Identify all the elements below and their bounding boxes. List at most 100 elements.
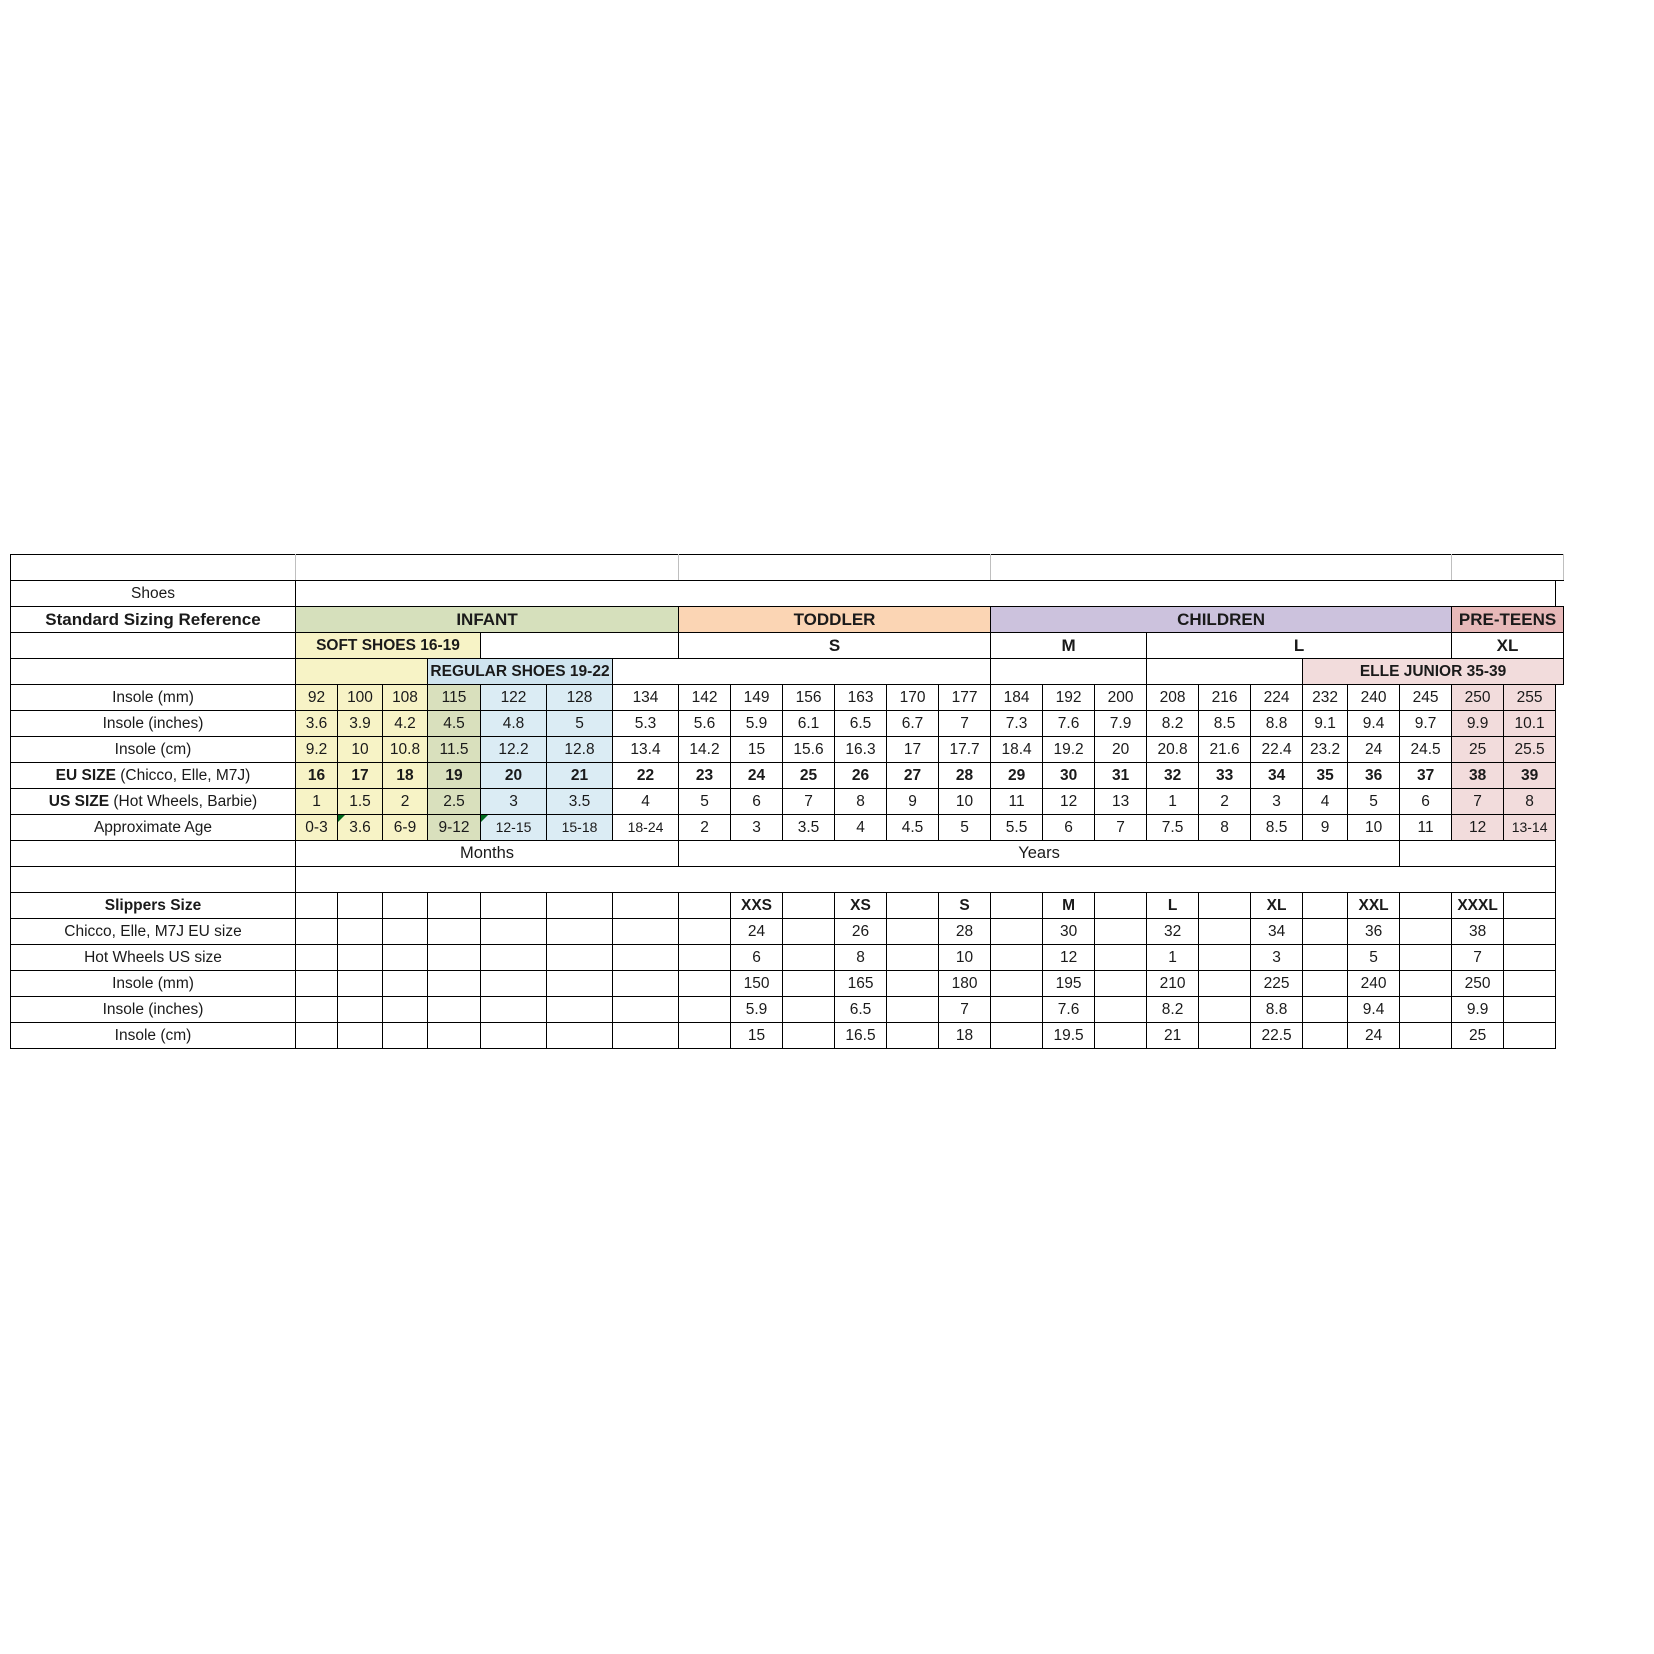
cell-us-size-10: 8 <box>834 788 888 815</box>
slippers-empty-7 <box>678 944 732 971</box>
cell-eu-size-0: 16 <box>295 762 338 789</box>
slippers-empty-5 <box>546 918 613 945</box>
cell-insole-inches--10: 6.5 <box>834 710 888 737</box>
slippers-empty-6 <box>611 892 680 919</box>
cell-insole-cm--5: 12.8 <box>546 736 613 763</box>
shoe-band-empty-3 <box>990 658 1148 685</box>
slippers-empty-5 <box>546 996 613 1023</box>
slippers-empty-7 <box>678 1022 732 1049</box>
slippers-empty-1 <box>337 944 383 971</box>
cell-approximate-age-4: 12-15 <box>480 814 547 841</box>
cell-approximate-age-10: 4 <box>834 814 888 841</box>
cell-us-size-16: 1 <box>1146 788 1200 815</box>
cell-approximate-age-6: 18-24 <box>611 814 680 841</box>
cell-insole-mm--18: 224 <box>1250 684 1304 711</box>
slippers-insole-mm--5: 225 <box>1250 970 1304 997</box>
slippers-size-header-3: M <box>1042 892 1096 919</box>
cell-insole-inches--8: 5.9 <box>730 710 784 737</box>
spacer-label <box>10 866 296 893</box>
ruler-seg-0 <box>294 554 680 581</box>
slippers-empty-23 <box>1503 1022 1557 1049</box>
cell-insole-cm--10: 16.3 <box>834 736 888 763</box>
cell-us-size-0: 1 <box>295 788 338 815</box>
data-row-insole-inches-: Insole (inches) 3.6 3.9 4.2 4.5 4.8 5 5.3 5.6 5.9… <box>10 710 1564 737</box>
slippers-row-label: Insole (mm) <box>10 970 296 997</box>
slippers-empty-6 <box>611 1022 680 1049</box>
slippers-empty-3 <box>427 1022 481 1049</box>
cell-approximate-age-16: 7.5 <box>1146 814 1200 841</box>
shoe-band-row: REGULAR SHOES 19-22 ELLE JUNIOR 35-39 <box>10 658 1564 685</box>
slippers-insole-inches-: Insole (inches) 5.9 6.5 7 7.6 8.2 8.8 9.4 9.9 <box>10 996 1564 1023</box>
slippers-empty-2 <box>382 944 428 971</box>
cell-eu-size-12: 28 <box>938 762 992 789</box>
sizing-table: Shoes Standard Sizing Reference INFANT TODD… <box>10 554 1564 1049</box>
cell-us-size-5: 3.5 <box>546 788 613 815</box>
slippers-empty-1 <box>337 970 383 997</box>
slippers-row-label: Insole (inches) <box>10 996 296 1023</box>
slippers-empty-4 <box>480 892 547 919</box>
cell-insole-cm--4: 12.2 <box>480 736 547 763</box>
shoe-band-label-spacer <box>10 658 296 685</box>
cell-eu-size-8: 24 <box>730 762 784 789</box>
slippers-empty-5 <box>546 892 613 919</box>
row-label: Insole (cm) <box>10 736 296 763</box>
cell-us-size-8: 6 <box>730 788 784 815</box>
cell-insole-inches--21: 9.7 <box>1399 710 1453 737</box>
slippers-empty-15 <box>1094 996 1148 1023</box>
slippers-empty-9 <box>782 892 836 919</box>
cell-insole-cm--0: 9.2 <box>295 736 338 763</box>
slippers-chicco-elle-m7j-eu-size-6: 36 <box>1347 918 1401 945</box>
cell-insole-inches--22: 9.9 <box>1451 710 1505 737</box>
slippers-insole-mm--0: 150 <box>730 970 784 997</box>
slippers-empty-3 <box>427 996 481 1023</box>
slippers-hot-wheels-us-size-3: 12 <box>1042 944 1096 971</box>
cell-approximate-age-23: 13-14 <box>1503 814 1557 841</box>
age-group-infant: INFANT <box>294 606 680 633</box>
cell-insole-inches--18: 8.8 <box>1250 710 1304 737</box>
cell-insole-cm--2: 10.8 <box>382 736 428 763</box>
slippers-insole-inches--4: 8.2 <box>1146 996 1200 1023</box>
slippers-empty-2 <box>382 970 428 997</box>
slippers-insole-cm--2: 18 <box>938 1022 992 1049</box>
slippers-insole-cm--1: 16.5 <box>834 1022 888 1049</box>
cell-insole-inches--5: 5 <box>546 710 613 737</box>
slippers-empty-23 <box>1503 970 1557 997</box>
slippers-empty-0 <box>295 944 338 971</box>
cell-us-size-1: 1.5 <box>337 788 383 815</box>
shoe-band-empty-2 <box>611 658 992 685</box>
slippers-empty-15 <box>1094 918 1148 945</box>
slippers-size-header-0: XXS <box>730 892 784 919</box>
slippers-insole-mm--4: 210 <box>1146 970 1200 997</box>
cell-insole-mm--22: 250 <box>1451 684 1505 711</box>
data-row-eu-size: EU SIZE (Chicco, Elle, M7J) 16 17 18 19 20 21 2… <box>10 762 1564 789</box>
cell-eu-size-23: 39 <box>1503 762 1557 789</box>
slippers-empty-21 <box>1399 996 1453 1023</box>
slippers-empty-9 <box>782 996 836 1023</box>
ruler-label-col <box>10 554 296 581</box>
shoe-band-empty-4 <box>1146 658 1304 685</box>
slippers-empty-2 <box>382 996 428 1023</box>
slippers-empty-11 <box>886 892 940 919</box>
cell-insole-cm--14: 19.2 <box>1042 736 1096 763</box>
slippers-empty-21 <box>1399 944 1453 971</box>
cell-insole-inches--0: 3.6 <box>295 710 338 737</box>
cell-insole-inches--7: 5.6 <box>678 710 732 737</box>
slippers-empty-11 <box>886 970 940 997</box>
age-group-row: Standard Sizing Reference INFANT TODDLER CH… <box>10 606 1564 633</box>
slippers-empty-23 <box>1503 996 1557 1023</box>
cell-insole-inches--13: 7.3 <box>990 710 1044 737</box>
slippers-empty-15 <box>1094 1022 1148 1049</box>
sheet-title: Shoes <box>10 580 296 607</box>
cell-us-size-4: 3 <box>480 788 547 815</box>
slippers-hot-wheels-us-size-5: 3 <box>1250 944 1304 971</box>
cell-approximate-age-1: 3.6 <box>337 814 383 841</box>
slippers-insole-inches--1: 6.5 <box>834 996 888 1023</box>
slippers-empty-21 <box>1399 1022 1453 1049</box>
row-label: EU SIZE (Chicco, Elle, M7J) <box>10 762 296 789</box>
slippers-insole-inches--5: 8.8 <box>1250 996 1304 1023</box>
row-label: Insole (inches) <box>10 710 296 737</box>
cell-us-size-11: 9 <box>886 788 940 815</box>
unit-band-years: Years <box>678 840 1401 867</box>
slippers-empty-2 <box>382 892 428 919</box>
cell-eu-size-4: 20 <box>480 762 547 789</box>
